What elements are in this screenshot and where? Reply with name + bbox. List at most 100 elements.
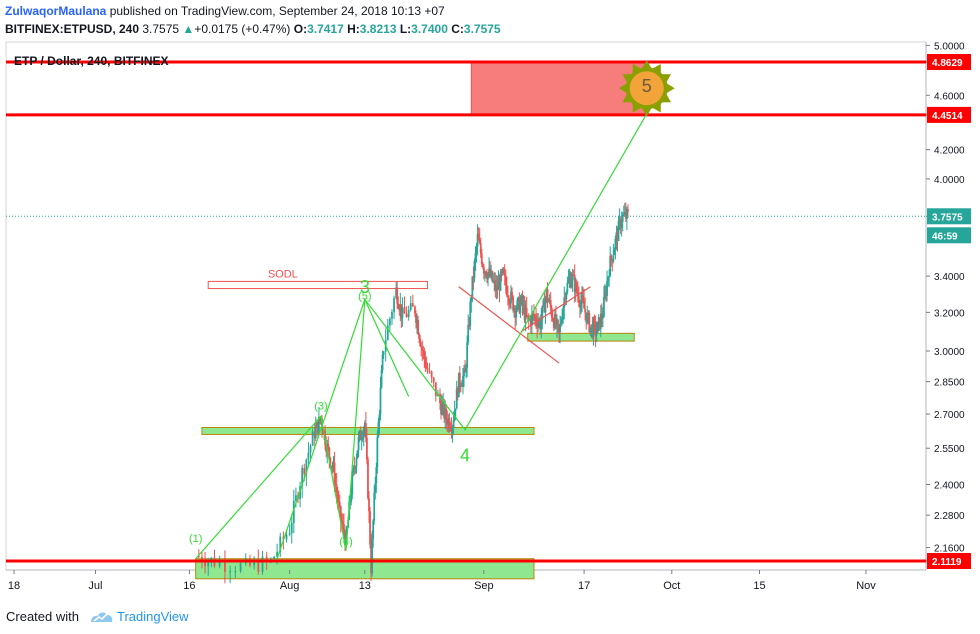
candle-body — [510, 291, 512, 304]
candle-body — [375, 467, 378, 484]
candle-body — [499, 272, 502, 291]
trendline[interactable] — [521, 286, 591, 332]
candle-body — [311, 431, 314, 446]
candle-body — [290, 522, 293, 534]
candle-body — [566, 282, 569, 293]
candle-body — [339, 506, 342, 521]
candle-body — [519, 302, 522, 313]
candle-body — [204, 562, 206, 567]
candle-body — [400, 304, 403, 318]
candle-body — [197, 555, 200, 558]
candle-body — [207, 561, 210, 567]
chart-title: ETP / Dollar, 240, BITFINEX — [14, 54, 169, 68]
candle-body — [486, 276, 488, 280]
price-tick-label: 3.0000 — [934, 347, 965, 358]
candle-body — [391, 312, 393, 319]
trendline[interactable] — [458, 286, 560, 364]
candle-body — [462, 376, 464, 386]
candle-body — [364, 423, 367, 438]
candle-body — [546, 289, 549, 302]
candle-body — [331, 465, 334, 468]
candle-body — [585, 312, 588, 323]
candle-body — [353, 467, 356, 469]
candle-body — [619, 219, 622, 228]
price-tick-label: 2.4000 — [934, 480, 965, 491]
candle-body — [594, 322, 597, 336]
candle-body — [485, 271, 487, 277]
candle-body — [525, 307, 528, 316]
candle-body — [403, 307, 406, 314]
candle-body — [432, 377, 435, 383]
elliott-wave-subpath[interactable] — [276, 297, 410, 559]
candle-body — [234, 570, 237, 572]
candle-body — [314, 426, 317, 439]
candle-body — [419, 339, 422, 346]
time-tick-label: Oct — [663, 580, 680, 592]
candle-body — [317, 417, 320, 433]
author-link[interactable]: ZulwaqorMaulana — [5, 4, 107, 18]
candle-body — [444, 408, 447, 419]
candle-body — [430, 371, 433, 378]
zone-box[interactable] — [207, 280, 428, 290]
zone-box[interactable] — [201, 426, 535, 435]
candle-body — [459, 385, 462, 387]
zone-box[interactable] — [195, 558, 535, 580]
candle-body — [529, 318, 532, 326]
price-tick-label: 4.0000 — [934, 175, 965, 186]
candle-body — [295, 495, 297, 501]
candle-body — [551, 317, 554, 321]
candle-body — [322, 428, 324, 435]
candle-body — [606, 281, 608, 296]
candle-body — [542, 300, 545, 306]
candle-body — [440, 403, 442, 415]
plot-area[interactable] — [5, 41, 927, 571]
candle-body — [357, 436, 360, 451]
candle-body — [378, 414, 381, 423]
price-chart[interactable]: SODL (1) (3) (4) (5)3 4 5 5.0000 4.8629 4.6000 4… — [0, 0, 980, 600]
candle-body — [564, 297, 567, 300]
wave-label: 5 — [642, 76, 652, 96]
candle-body — [556, 320, 558, 327]
candle-body — [526, 315, 529, 318]
candle-body — [424, 358, 427, 367]
candle-body — [534, 316, 536, 318]
candle-body — [509, 302, 511, 304]
change-value: +0.0175 (+0.47%) — [194, 22, 291, 36]
candle-body — [492, 280, 495, 282]
candle-body — [550, 307, 553, 318]
price-tick-label: 2.1600 — [934, 544, 965, 555]
candle-body — [446, 420, 449, 426]
candle-body — [520, 295, 523, 303]
close-label: C: — [451, 22, 464, 36]
candle-body — [605, 292, 607, 296]
candle-body — [420, 345, 423, 347]
zone-box[interactable] — [527, 332, 635, 342]
candle-body — [425, 366, 428, 368]
candle-body — [470, 298, 473, 302]
candle-body — [229, 571, 232, 573]
candle-body — [388, 318, 391, 326]
candle-body — [474, 252, 477, 261]
price-badge — [927, 54, 971, 70]
candle-body — [344, 533, 346, 546]
candle-body — [417, 319, 419, 334]
candle-body — [472, 276, 475, 279]
sun-icon — [618, 60, 675, 117]
candle-body — [560, 322, 563, 325]
candle-body — [521, 295, 524, 306]
candle-body — [577, 295, 580, 303]
candle-body — [447, 418, 450, 426]
elliott-wave-path[interactable] — [195, 113, 648, 560]
close-value: 3.7575 — [463, 22, 501, 36]
sun-face — [629, 71, 664, 106]
zone-box[interactable] — [470, 61, 648, 116]
candle-body — [482, 267, 485, 274]
price-badge-label: 4.4514 — [932, 111, 963, 122]
candle-body — [414, 306, 416, 314]
tradingview-brand-link[interactable]: TradingView — [117, 609, 189, 624]
candle-body — [421, 346, 424, 351]
price-badge-label: 3.7575 — [932, 212, 963, 223]
candle-body — [363, 423, 366, 429]
candle-body — [490, 271, 493, 277]
candle-body — [589, 327, 592, 333]
